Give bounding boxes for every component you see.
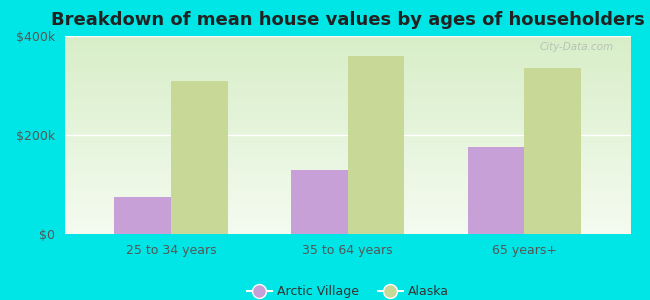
Bar: [171, 80, 228, 234]
Bar: [468, 147, 525, 234]
Bar: [525, 68, 581, 234]
Bar: [291, 170, 348, 234]
Bar: [114, 197, 171, 234]
Legend: Arctic Village, Alaska: Arctic Village, Alaska: [242, 280, 454, 300]
Bar: [348, 56, 404, 234]
Title: Breakdown of mean house values by ages of householders: Breakdown of mean house values by ages o…: [51, 11, 645, 29]
Text: City-Data.com: City-Data.com: [540, 42, 614, 52]
